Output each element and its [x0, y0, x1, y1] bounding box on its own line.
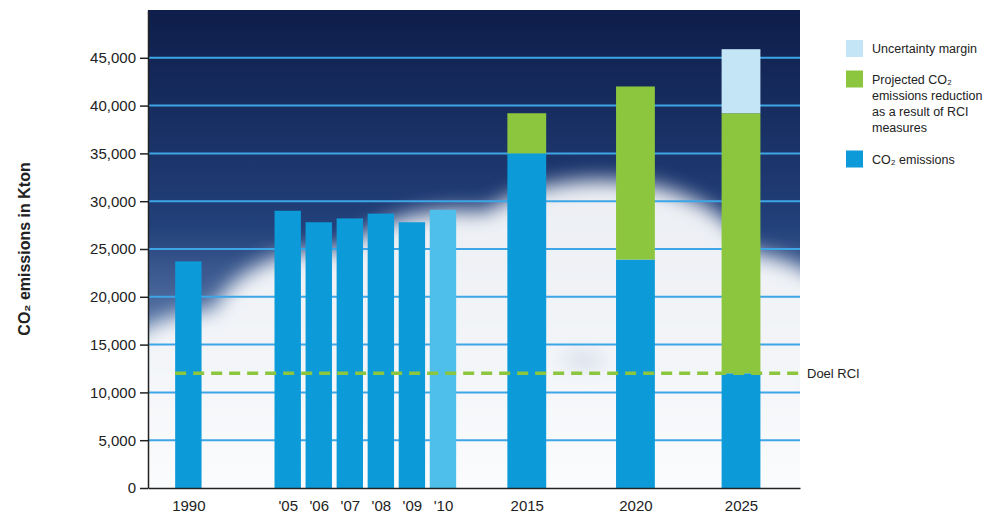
- x-tick: '07: [341, 488, 361, 514]
- x-tick: '08: [372, 488, 392, 514]
- y-tick: 45,000: [90, 49, 148, 66]
- bar: [722, 373, 761, 488]
- x-tick: '10: [434, 488, 454, 514]
- x-tick-label: '06: [309, 497, 329, 514]
- grid-line: [148, 248, 800, 250]
- bar: [507, 153, 546, 488]
- x-tick: '05: [278, 488, 298, 514]
- grid-line: [148, 152, 800, 154]
- y-tick-mark: [140, 440, 148, 442]
- legend-label-line: CO₂ emissions: [872, 153, 955, 167]
- annotation-label: Doel RCI: [807, 366, 860, 381]
- y-tick: 40,000: [90, 97, 148, 114]
- bar: [616, 86, 655, 259]
- bar: [337, 218, 363, 488]
- y-tick-label: 20,000: [90, 288, 136, 305]
- plot-area: [148, 10, 800, 488]
- legend-label-line: measures: [872, 121, 927, 135]
- y-tick: 35,000: [90, 145, 148, 162]
- y-tick-mark: [140, 105, 148, 107]
- x-axis: 1990 '05 '06 '07 '08 '09 '10 2015 2020 2025: [149, 488, 801, 514]
- y-tick-mark: [140, 201, 148, 203]
- x-tick-label: 2020: [619, 497, 652, 514]
- bar: [368, 214, 394, 488]
- x-tick: 2025: [725, 488, 758, 514]
- y-tick: 15,000: [90, 336, 148, 353]
- y-tick-mark: [140, 344, 148, 346]
- legend-label: Projected CO₂ emissions reduction as a res…: [872, 73, 983, 136]
- bar: [275, 211, 301, 488]
- x-tick-label: '09: [403, 497, 423, 514]
- bar: [507, 113, 546, 153]
- x-tick: 1990: [172, 488, 205, 514]
- legend: Uncertainty margin Projected CO₂ emissions…: [846, 40, 983, 168]
- y-tick-label: 35,000: [90, 145, 136, 162]
- y-tick-label: 45,000: [90, 49, 136, 66]
- y-tick-label: 30,000: [90, 193, 136, 210]
- x-tick-label: '08: [372, 497, 392, 514]
- grid-line: [148, 57, 800, 59]
- cloud: [640, 380, 800, 488]
- grid-line: [148, 200, 800, 202]
- grid-line: [148, 439, 800, 441]
- y-axis: 0 5,000 10,000 15,000 20,000 25,000 30,000 35,0…: [90, 11, 148, 497]
- reference-line: [175, 372, 800, 376]
- y-tick-label: 10,000: [90, 384, 136, 401]
- grid-line: [148, 391, 800, 393]
- chart-svg: Doel RCI 0 5,000 10,000 15,000 20,000 25,000 30…: [0, 0, 1005, 530]
- x-tick-label: '10: [434, 497, 454, 514]
- x-tick: '06: [309, 488, 329, 514]
- grid-line: [148, 105, 800, 107]
- y-tick-label: 0: [128, 479, 136, 496]
- y-tick-mark: [140, 392, 148, 394]
- y-tick: 25,000: [90, 240, 148, 257]
- x-tick: 2015: [511, 488, 544, 514]
- legend-swatch: [846, 71, 863, 88]
- y-tick-mark: [140, 58, 148, 60]
- y-tick: 5,000: [98, 432, 148, 449]
- y-tick-mark: [140, 249, 148, 251]
- bars: [175, 49, 760, 488]
- y-tick-mark: [140, 297, 148, 299]
- bar: [430, 210, 456, 488]
- y-axis-title: CO₂ emissions in Kton: [16, 162, 33, 335]
- legend-label: Uncertainty margin: [872, 42, 977, 56]
- y-tick-label: 40,000: [90, 97, 136, 114]
- y-tick-mark: [140, 153, 148, 155]
- grid-line: [148, 296, 800, 298]
- grid-line: [148, 344, 800, 346]
- bar: [722, 49, 761, 113]
- y-tick-label: 5,000: [98, 432, 136, 449]
- x-tick-label: 1990: [172, 497, 205, 514]
- legend-label: CO₂ emissions: [872, 153, 955, 167]
- x-tick-label: 2015: [511, 497, 544, 514]
- y-tick: 0: [128, 479, 148, 496]
- y-tick: 10,000: [90, 384, 148, 401]
- legend-swatch: [846, 151, 863, 168]
- x-tick: 2020: [619, 488, 652, 514]
- legend-label-line: emissions reduction: [872, 89, 983, 103]
- y-tick-label: 25,000: [90, 240, 136, 257]
- bar: [306, 222, 332, 488]
- x-tick: '09: [403, 488, 423, 514]
- legend-label-line: as a result of RCI: [872, 105, 969, 119]
- legend-label-line: Uncertainty margin: [872, 42, 977, 56]
- x-axis-line: [149, 488, 801, 490]
- y-tick: 20,000: [90, 288, 148, 305]
- legend-label-line: Projected CO₂: [872, 73, 952, 87]
- bar: [722, 113, 761, 373]
- grid: [148, 58, 800, 440]
- bar: [399, 222, 425, 488]
- y-tick: 30,000: [90, 193, 148, 210]
- y-tick-label: 15,000: [90, 336, 136, 353]
- clouds: [148, 180, 800, 488]
- y-tick-mark: [140, 488, 148, 490]
- x-tick-label: 2025: [725, 497, 758, 514]
- x-tick-label: '05: [278, 497, 298, 514]
- x-tick-label: '07: [341, 497, 361, 514]
- legend-swatch: [846, 40, 863, 57]
